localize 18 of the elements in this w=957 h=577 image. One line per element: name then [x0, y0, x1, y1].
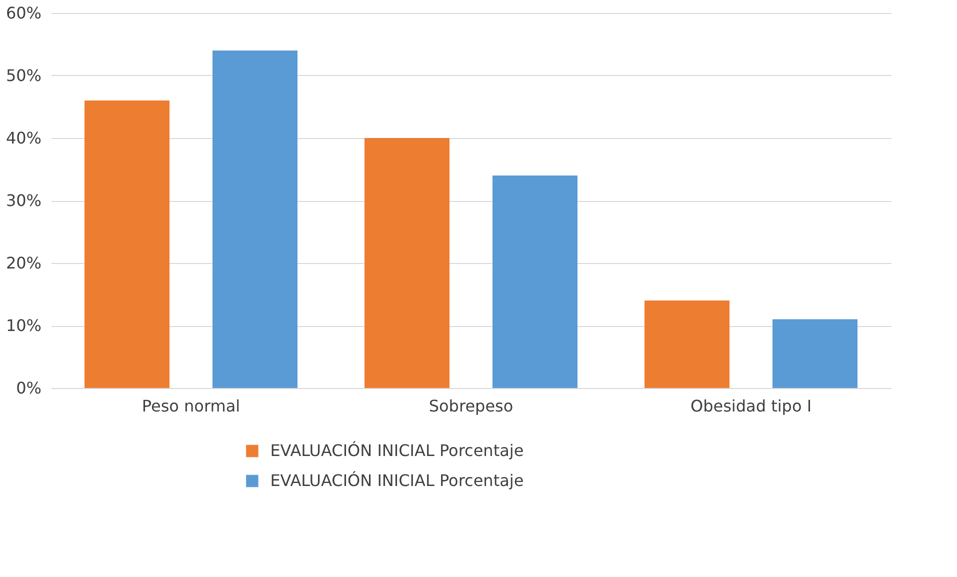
y-tick-label: 20%: [6, 254, 42, 272]
y-tick-label: 60%: [6, 4, 42, 22]
legend-label: EVALUACIÓN INICIAL Porcentaje: [270, 441, 524, 460]
bar: [84, 100, 170, 388]
y-tick-label: 50%: [6, 66, 42, 85]
x-tick-label: Peso normal: [142, 396, 240, 416]
bar: [492, 176, 578, 388]
y-tick-label: 30%: [6, 191, 42, 210]
bar: [772, 319, 858, 388]
bar: [364, 138, 450, 388]
y-tick-label: 0%: [16, 378, 42, 398]
x-tick-label: Sobrepeso: [428, 396, 514, 416]
x-tick-label: Obesidad tipo I: [690, 396, 812, 416]
legend-label: EVALUACIÓN INICIAL Porcentaje: [270, 471, 524, 490]
bar: [212, 50, 298, 388]
y-tick-label: 10%: [6, 316, 42, 335]
y-tick-label: 40%: [6, 128, 42, 148]
bar: [644, 300, 730, 388]
